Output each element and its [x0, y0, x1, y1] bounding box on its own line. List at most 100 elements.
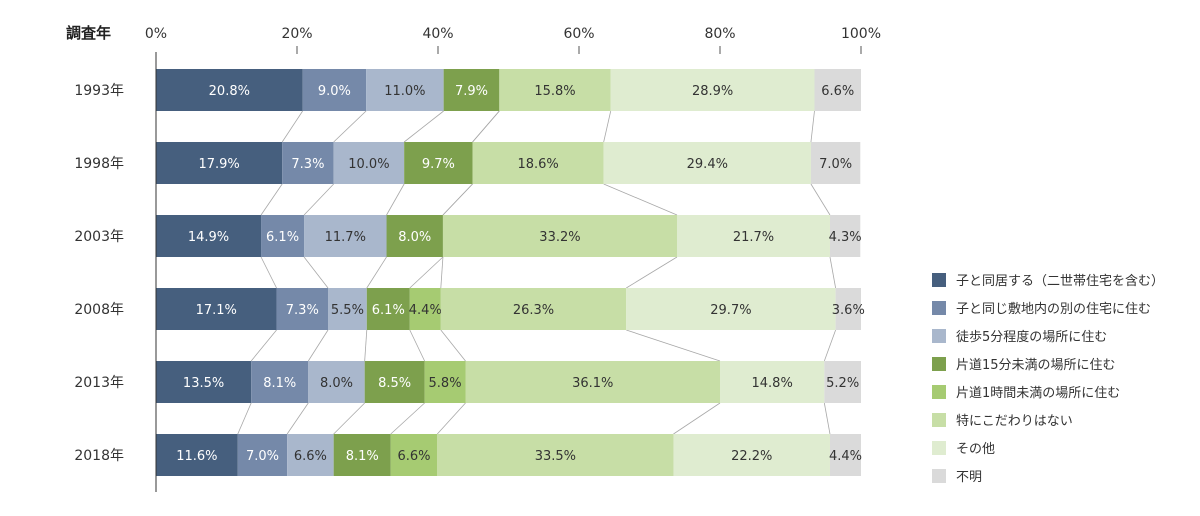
data-label: 7.3%	[286, 303, 319, 318]
data-label: 4.4%	[409, 303, 442, 318]
bar-segment	[302, 69, 367, 111]
row-label: 2018年	[74, 448, 124, 464]
data-label: 17.1%	[196, 303, 237, 318]
connector-line	[303, 256, 329, 289]
bar-segment	[443, 69, 500, 111]
bar-segment	[810, 142, 861, 184]
bar-segment	[424, 361, 466, 403]
connector-line	[673, 402, 721, 435]
legend-label: 子と同じ敷地内の別の住宅に住む	[956, 301, 1151, 317]
data-label: 28.9%	[692, 84, 733, 99]
bar-segment	[156, 361, 252, 403]
bar-segment	[333, 434, 391, 476]
data-label: 8.0%	[320, 376, 353, 391]
row-label: 1998年	[74, 156, 124, 172]
data-label: 9.0%	[318, 84, 351, 99]
bar-segment	[829, 215, 861, 257]
legend-swatch	[932, 469, 946, 483]
connector-line	[281, 110, 303, 143]
data-label: 33.5%	[535, 449, 576, 464]
data-label: 17.9%	[198, 157, 239, 172]
tick-label: 0%	[145, 26, 167, 42]
data-label: 7.3%	[291, 157, 324, 172]
data-label: 22.2%	[731, 449, 772, 464]
connector-line	[810, 110, 815, 143]
connector-line	[237, 402, 252, 435]
bar-segment	[328, 288, 367, 330]
legend-swatch	[932, 441, 946, 455]
connector-line	[436, 402, 466, 435]
data-label: 14.8%	[752, 376, 793, 391]
connector-lines	[237, 110, 837, 435]
data-label: 6.1%	[266, 230, 299, 245]
bar-segment	[287, 434, 334, 476]
data-label: 8.1%	[263, 376, 296, 391]
row-labels: 1993年 1998年 2003年 2008年 2013年 2018年	[74, 83, 124, 464]
data-label: 11.0%	[384, 84, 425, 99]
tick-label: 60%	[563, 26, 594, 42]
bar-segment	[390, 434, 438, 476]
x-axis: 0% 20% 40% 60% 80% 100%	[145, 26, 881, 492]
bar-segment	[610, 69, 815, 111]
data-label: 13.5%	[183, 376, 224, 391]
bar-segment	[366, 69, 444, 111]
data-label: 6.6%	[821, 84, 854, 99]
bar-segment	[156, 69, 303, 111]
connector-line	[409, 256, 444, 289]
bar-segment	[465, 361, 720, 403]
connector-line	[303, 183, 334, 216]
connector-line	[442, 183, 473, 216]
connector-line	[333, 110, 367, 143]
data-label: 11.6%	[176, 449, 217, 464]
connector-line	[403, 110, 444, 143]
legend-label: その他	[956, 442, 995, 457]
data-label: 7.0%	[819, 157, 852, 172]
bar-segment	[829, 434, 861, 476]
connector-line	[829, 256, 837, 289]
connector-line	[366, 256, 387, 289]
tick-label: 40%	[422, 26, 453, 42]
connector-line	[386, 183, 405, 216]
data-label: 11.7%	[325, 230, 366, 245]
legend-swatch	[932, 413, 946, 427]
bars: 20.8% 9.0% 11.0% 7.9% 15.8% 28.9% 6.6% 17.9% 7.3…	[156, 69, 865, 476]
legend-label: 片道15分未満の場所に住む	[956, 358, 1116, 373]
data-label: 5.8%	[429, 376, 462, 391]
data-label: 20.8%	[209, 84, 250, 99]
bar-segment	[308, 361, 365, 403]
data-label: 29.7%	[710, 303, 751, 318]
bar-segment	[603, 142, 811, 184]
connector-line	[250, 329, 277, 362]
connector-line	[440, 256, 444, 289]
bar-segment	[251, 361, 309, 403]
bar-segment	[386, 215, 443, 257]
tick-label: 100%	[841, 26, 881, 42]
row-label: 2013年	[74, 375, 124, 391]
bar-segment	[156, 215, 262, 257]
connector-line	[626, 256, 678, 289]
data-label: 18.6%	[517, 157, 558, 172]
connector-line	[409, 329, 425, 362]
legend-swatch	[932, 301, 946, 315]
bar-segment	[156, 434, 238, 476]
connector-line	[286, 402, 309, 435]
legend-swatch	[932, 385, 946, 399]
legend-swatch	[932, 357, 946, 371]
bar-segment	[824, 361, 861, 403]
data-label: 7.9%	[455, 84, 488, 99]
data-label: 8.5%	[378, 376, 411, 391]
connector-line	[440, 329, 466, 362]
bar-segment	[626, 288, 836, 330]
bar-segment	[442, 215, 677, 257]
data-label: 3.6%	[832, 303, 865, 318]
bar-segment	[720, 361, 825, 403]
legend-label: 不明	[956, 470, 982, 485]
data-label: 8.0%	[398, 230, 431, 245]
data-label: 9.7%	[422, 157, 455, 172]
bar-segment	[814, 69, 861, 111]
data-label: 10.0%	[348, 157, 389, 172]
data-label: 14.9%	[188, 230, 229, 245]
bar-segment	[156, 142, 283, 184]
connector-line	[626, 329, 721, 362]
